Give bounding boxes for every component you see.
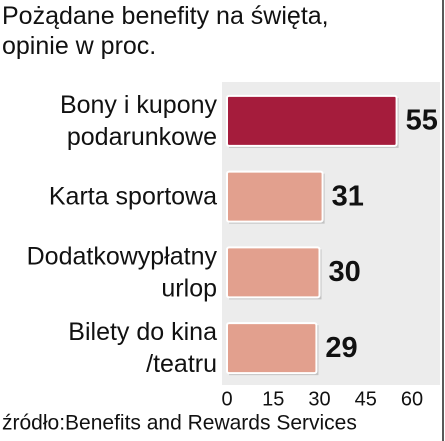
source: źródło:Benefits and Rewards Services bbox=[2, 412, 357, 435]
x-tick-label: 0 bbox=[221, 388, 232, 410]
bar bbox=[226, 246, 321, 299]
bar bbox=[226, 94, 398, 147]
chart-title: Pożądane benefity na święta, opinie w pro… bbox=[2, 2, 329, 60]
value-label: 30 bbox=[329, 256, 361, 288]
x-tick-label: 15 bbox=[262, 388, 284, 410]
category-label: Bilety do kina/teatru bbox=[68, 318, 217, 378]
category-label: Bony i kupony podarunkowe bbox=[60, 90, 218, 150]
value-label: 55 bbox=[406, 105, 438, 137]
x-tick-label: 30 bbox=[308, 388, 330, 410]
bar bbox=[226, 322, 318, 375]
x-tick-label: 45 bbox=[355, 388, 377, 410]
category-label: Dodatkowypłatny urlop bbox=[27, 242, 218, 302]
value-label: 31 bbox=[332, 180, 364, 212]
x-tick-label: 60 bbox=[401, 388, 423, 410]
bar bbox=[226, 170, 324, 223]
value-label: 29 bbox=[325, 332, 357, 364]
category-label: Karta sportowa bbox=[49, 182, 217, 210]
